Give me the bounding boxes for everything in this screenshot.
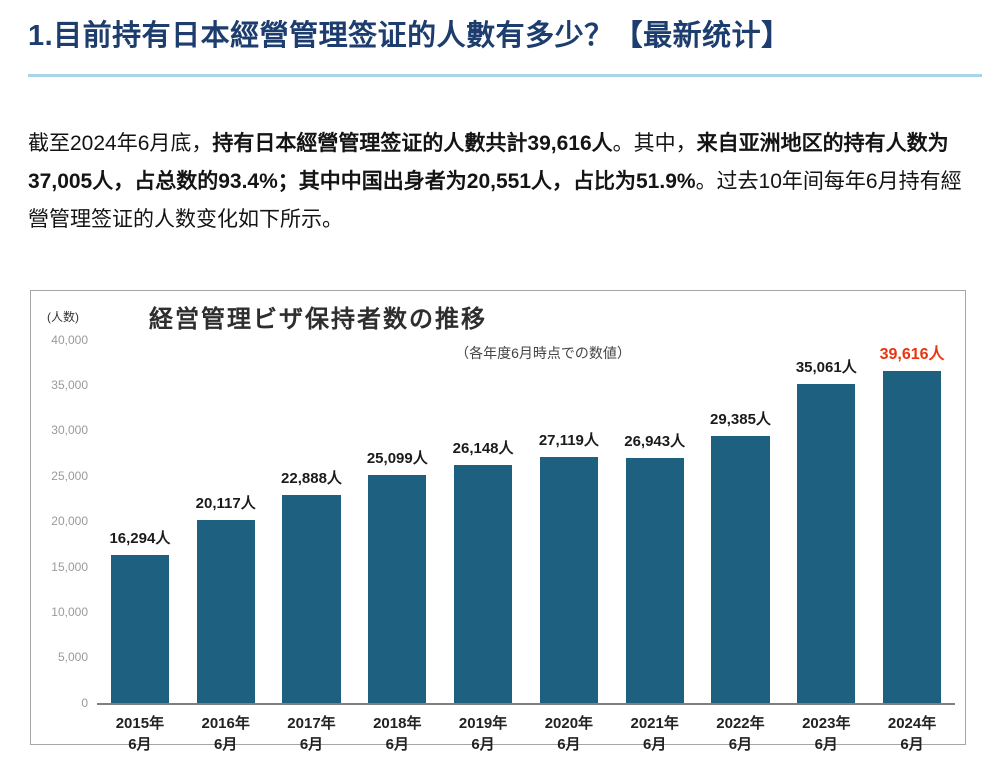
bar-group: 35,061人 <box>783 340 869 703</box>
x-axis-label: 2019年 6月 <box>458 714 508 754</box>
bar-group: 25,099人 <box>354 340 440 703</box>
y-axis-tick-label: 15,000 <box>51 559 88 574</box>
bar-value-label: 16,294人 <box>109 529 171 547</box>
bar-value-label: 35,061人 <box>795 359 857 377</box>
bar-group: 29,385人 <box>698 340 784 703</box>
x-axis-label: 2020年 6月 <box>544 714 594 754</box>
y-axis-tick-label: 5,000 <box>57 650 88 665</box>
bar-value-label: 27,119人 <box>538 431 599 449</box>
y-axis-tick-label: 30,000 <box>51 423 88 438</box>
bar-group: 26,148人 <box>440 340 526 703</box>
bar-group: 16,294人 <box>97 340 183 703</box>
bar-value-label: 26,148人 <box>452 440 514 458</box>
bar <box>196 520 255 703</box>
bar-value-label: 25,099人 <box>366 449 428 467</box>
plot-area: 16,294人 20,117人 22,888人 25,099人 26,148人 27,11… <box>51 333 955 710</box>
bar-group: 27,119人 <box>526 340 612 703</box>
x-axis-label: 2022年 6月 <box>716 714 765 754</box>
bar-value-label: 29,385人 <box>710 411 771 428</box>
bar-group: 26,943人 <box>612 340 698 703</box>
x-axis-label: 2023年 6月 <box>802 714 851 754</box>
holders-bar-chart: (人数) 経営管理ビザ保持者数の推移 （各年度6月時点での数値） 16,294人… <box>30 289 966 753</box>
bar <box>625 458 684 703</box>
intro-text-segment: 来自亚洲地区的持有人数为37,005人，占总数的93.4%；其中中国出身者为20… <box>28 132 949 194</box>
bar-group: 22,888人 <box>269 340 355 703</box>
bar <box>797 384 856 703</box>
intro-text-segment: 。过去10年间每年6月持有經營管理签证的人数变化如下所示。 <box>28 170 962 232</box>
bar <box>539 456 599 703</box>
bars-area: 16,294人 20,117人 22,888人 25,099人 26,148人 27,11… <box>97 340 955 703</box>
bar <box>110 554 170 703</box>
y-axis-tick-label: 20,000 <box>51 514 88 529</box>
intro-text-segment: 。其中， <box>612 132 697 155</box>
bar-value-label: 20,117人 <box>195 495 256 513</box>
bar-value-label: 22,888人 <box>281 469 342 487</box>
y-axis-tick-label: 40,000 <box>51 332 88 347</box>
bar <box>453 465 513 703</box>
x-axis-label: 2016年 6月 <box>201 714 250 754</box>
intro-text-segment: 持有日本經營管理签证的人數共計39,616人 <box>212 132 613 155</box>
x-axis-label: 2015年 6月 <box>115 714 165 754</box>
x-axis-label: 2024年 6月 <box>887 714 937 754</box>
page-title: 1.目前持有日本經營管理签证的人數有多少？【最新统计】 <box>28 12 982 77</box>
bar <box>368 474 427 703</box>
bar <box>711 436 770 703</box>
x-axis-label: 2017年 6月 <box>287 714 336 754</box>
chart-subtitle: （各年度6月時点での数値） <box>455 344 631 361</box>
intro-text-segment: 截至2024年6月底， <box>28 132 213 155</box>
x-axis-labels: 2015年 6月 2016年 6月 2017年 6月 2018年 6月 2019年 6月 2020年… <box>97 713 955 757</box>
x-axis-label: 2018年 6月 <box>373 714 422 754</box>
bar <box>882 370 942 703</box>
y-axis-tick-label: 25,000 <box>51 468 88 483</box>
y-axis-tick-label: 0 <box>81 695 88 710</box>
y-axis-unit-label: (人数) <box>47 309 79 324</box>
article-page: 1.目前持有日本經營管理签证的人數有多少？【最新统计】 截至2024年6月底，持… <box>28 12 982 753</box>
y-axis-tick-label: 10,000 <box>51 604 88 619</box>
bar-value-label: 26,943人 <box>624 433 686 451</box>
bar-group: 39,616人 <box>869 340 955 703</box>
bar-value-label: 39,616人 <box>879 345 945 363</box>
y-axis-tick-label: 35,000 <box>51 378 88 393</box>
bar <box>282 494 341 703</box>
intro-paragraph: 截至2024年6月底，持有日本經營管理签证的人數共計39,616人。其中，来自亚… <box>28 125 982 240</box>
chart-title: 経営管理ビザ保持者数の推移 <box>149 305 487 333</box>
bar-group: 20,117人 <box>183 340 269 703</box>
x-axis-label: 2021年 6月 <box>630 714 679 754</box>
